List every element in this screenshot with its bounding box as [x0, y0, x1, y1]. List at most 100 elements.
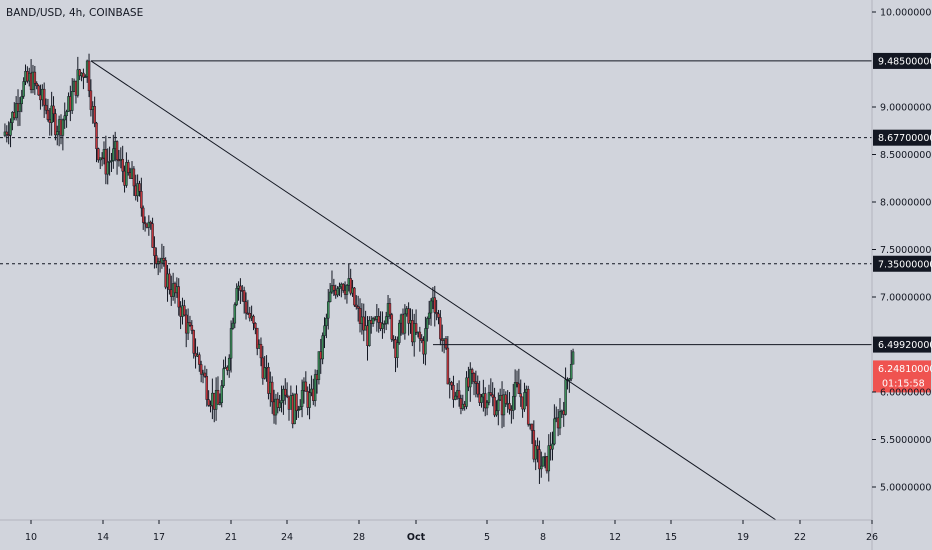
- candle: [444, 336, 448, 350]
- candle-body: [355, 304, 358, 307]
- candle-body: [255, 327, 259, 349]
- candle: [42, 82, 46, 118]
- candle-body: [35, 83, 38, 87]
- candle-body: [244, 301, 248, 314]
- candle: [424, 316, 427, 366]
- candle: [541, 456, 545, 467]
- candle-body: [444, 338, 448, 349]
- x-tick-label: Oct: [407, 532, 426, 543]
- candle-body: [414, 323, 418, 333]
- candle-body: [435, 312, 438, 315]
- level-price-label-bg: [873, 255, 931, 272]
- candle-body: [121, 158, 124, 172]
- candle-body: [9, 122, 12, 136]
- candle-body: [317, 351, 321, 380]
- candle-body: [54, 113, 57, 136]
- bar-countdown-label: 01:15:58: [882, 378, 925, 389]
- candle: [254, 322, 257, 335]
- candle-body: [33, 71, 37, 84]
- candle-body: [326, 301, 330, 319]
- candle: [263, 356, 266, 380]
- candle-body: [5, 131, 9, 135]
- candle: [95, 121, 98, 163]
- candle-body: [78, 69, 81, 77]
- candle: [530, 423, 534, 444]
- candle-body: [487, 392, 491, 403]
- x-tick-label: 28: [353, 532, 365, 543]
- candle: [512, 383, 515, 420]
- candle-body: [132, 168, 136, 187]
- candle: [569, 349, 573, 382]
- candle: [205, 368, 209, 407]
- candle: [356, 295, 360, 322]
- candle: [435, 299, 438, 321]
- candle: [427, 300, 431, 325]
- candle-body: [192, 330, 195, 354]
- candle: [300, 379, 304, 418]
- candle: [497, 392, 500, 426]
- candle-body: [349, 278, 352, 294]
- candle: [407, 302, 410, 336]
- candle-body: [420, 338, 423, 342]
- candle-body: [558, 411, 562, 429]
- candle: [540, 451, 543, 478]
- candle-body: [493, 396, 496, 416]
- candle-body: [168, 273, 171, 290]
- candle: [304, 371, 308, 392]
- candle: [231, 317, 235, 330]
- candle-body: [502, 394, 506, 416]
- candle: [349, 268, 352, 296]
- candle: [489, 378, 493, 397]
- candle: [450, 380, 453, 391]
- candle: [515, 370, 519, 388]
- level-price-label-bg: [873, 129, 931, 146]
- candle: [235, 283, 238, 307]
- candle: [439, 310, 442, 346]
- candle-body: [368, 319, 371, 347]
- candle-body: [403, 313, 407, 334]
- candle: [398, 319, 401, 345]
- candle: [553, 404, 556, 446]
- candle-body: [248, 313, 252, 319]
- x-tick-label: 12: [609, 532, 621, 543]
- candle-body: [125, 162, 128, 186]
- candle: [177, 278, 180, 316]
- candle-body: [46, 109, 50, 120]
- level-price-label-bg: [873, 52, 931, 69]
- candle: [418, 326, 422, 352]
- candle-body: [63, 115, 66, 121]
- candle-body: [42, 88, 46, 106]
- candle-body: [222, 368, 225, 386]
- candle: [46, 98, 50, 122]
- y-tick-label: 5.00000000: [880, 483, 932, 494]
- candle-body: [259, 343, 263, 359]
- candle: [476, 375, 480, 398]
- candle-body: [186, 322, 190, 334]
- candle: [192, 329, 195, 359]
- candle: [321, 332, 324, 365]
- candle: [149, 220, 152, 230]
- level-price-label-bg: [873, 336, 931, 353]
- candle-body: [465, 377, 468, 407]
- candle-body: [476, 383, 480, 395]
- candle: [454, 391, 457, 401]
- candle: [390, 312, 394, 343]
- chart-title: BAND/USD, 4h, COINBASE: [6, 7, 143, 19]
- candle-body: [188, 322, 192, 326]
- candle-body: [547, 445, 551, 472]
- candle: [470, 367, 474, 385]
- candle: [459, 394, 463, 415]
- candle-body: [231, 322, 235, 329]
- candle-body: [328, 291, 332, 302]
- candle: [558, 398, 562, 436]
- candle-body: [84, 76, 87, 79]
- candle: [297, 405, 300, 418]
- descending-trendline[interactable]: [90, 60, 777, 521]
- candle: [244, 292, 248, 320]
- candle: [143, 216, 147, 232]
- candle-body: [233, 304, 237, 324]
- candle: [218, 393, 222, 406]
- candle: [355, 295, 358, 310]
